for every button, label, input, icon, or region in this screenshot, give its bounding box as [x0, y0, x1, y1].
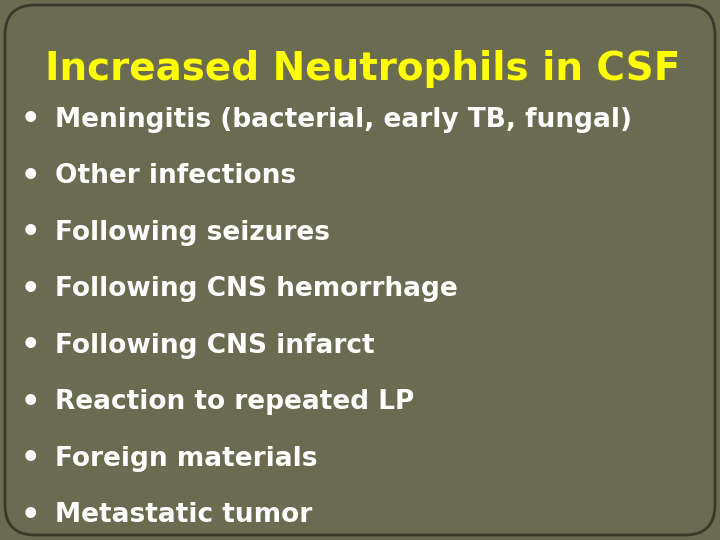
Text: Following seizures: Following seizures	[55, 220, 330, 246]
Text: •: •	[20, 275, 40, 304]
Text: Increased Neutrophils in CSF: Increased Neutrophils in CSF	[45, 50, 680, 88]
Text: Foreign materials: Foreign materials	[55, 446, 318, 471]
Text: •: •	[20, 444, 40, 473]
FancyBboxPatch shape	[5, 5, 715, 535]
Text: •: •	[20, 218, 40, 247]
Text: •: •	[20, 105, 40, 134]
Text: •: •	[20, 388, 40, 417]
Text: Meningitis (bacterial, early TB, fungal): Meningitis (bacterial, early TB, fungal)	[55, 107, 632, 133]
Text: Following CNS infarct: Following CNS infarct	[55, 333, 374, 359]
Text: Following CNS hemorrhage: Following CNS hemorrhage	[55, 276, 458, 302]
Text: Reaction to repeated LP: Reaction to repeated LP	[55, 389, 415, 415]
Text: •: •	[20, 331, 40, 360]
Text: Metastatic tumor: Metastatic tumor	[55, 502, 312, 528]
Text: Other infections: Other infections	[55, 164, 296, 190]
Text: •: •	[20, 501, 40, 530]
Text: •: •	[20, 162, 40, 191]
